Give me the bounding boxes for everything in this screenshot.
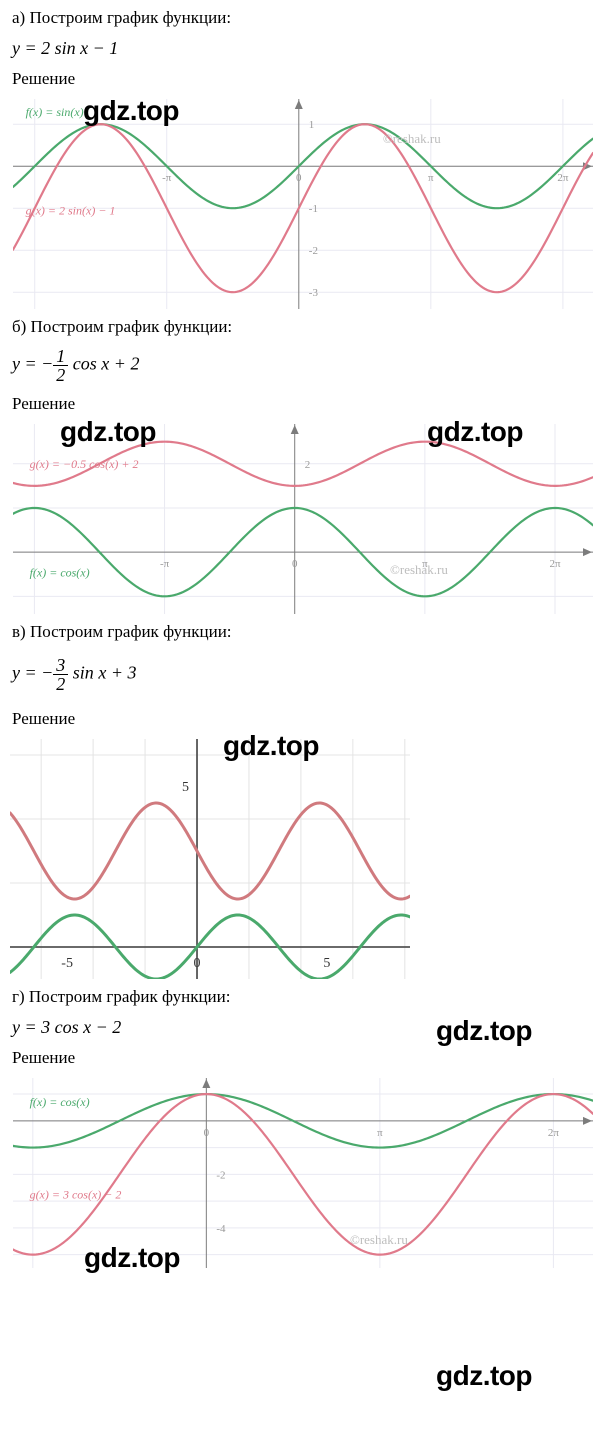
problem-c-formula: y = −32 sin x + 3 bbox=[12, 656, 593, 693]
problem-a-solution-label: Решение bbox=[12, 69, 593, 89]
svg-text:©reshak.ru: ©reshak.ru bbox=[349, 1232, 407, 1247]
svg-text:©reshak.ru: ©reshak.ru bbox=[390, 562, 448, 577]
svg-text:π: π bbox=[428, 172, 434, 184]
chart-a: -π 0 π 2π 1 -1 -2 -3 f(x) = sin(x) g(x) = 2 sin(x… bbox=[0, 99, 605, 309]
problem-b-prompt: б) Построим график функции: bbox=[12, 317, 593, 337]
chart-b: -π0π2π2g(x) = −0.5 cos(x) + 2f(x) = cos(… bbox=[0, 424, 605, 614]
problem-b-formula: y = −12 cos x + 2 bbox=[12, 347, 593, 384]
svg-text:0: 0 bbox=[203, 1127, 209, 1139]
problem-a: а) Построим график функции: y = 2 sin x … bbox=[0, 0, 605, 99]
problem-c-solution-label: Решение bbox=[12, 709, 593, 729]
problem-d-formula: y = 3 cos x − 2 bbox=[12, 1017, 593, 1038]
svg-text:-2: -2 bbox=[308, 245, 317, 257]
problem-c: в) Построим график функции: y = −32 sin … bbox=[0, 614, 605, 739]
problem-d-solution-label: Решение bbox=[12, 1048, 593, 1068]
svg-text:-4: -4 bbox=[216, 1223, 226, 1235]
problem-c-prompt: в) Построим график функции: bbox=[12, 622, 593, 642]
svg-text:f(x) = cos(x): f(x) = cos(x) bbox=[29, 565, 89, 579]
chart-c: -5 0 5 5 bbox=[0, 739, 605, 979]
svg-text:0: 0 bbox=[291, 558, 297, 570]
svg-text:2π: 2π bbox=[557, 172, 569, 184]
svg-text:5: 5 bbox=[182, 780, 189, 795]
problem-b-solution-label: Решение bbox=[12, 394, 593, 414]
chart-b-svg: -π0π2π2g(x) = −0.5 cos(x) + 2f(x) = cos(… bbox=[13, 424, 593, 614]
problem-a-formula: y = 2 sin x − 1 bbox=[12, 38, 593, 59]
svg-text:-π: -π bbox=[159, 558, 169, 570]
svg-text:-5: -5 bbox=[61, 956, 73, 971]
svg-text:5: 5 bbox=[323, 956, 330, 971]
svg-text:-3: -3 bbox=[308, 287, 318, 299]
problem-d: г) Построим график функции: y = 3 cos x … bbox=[0, 979, 605, 1078]
svg-text:2π: 2π bbox=[547, 1127, 559, 1139]
svg-text:g(x) = 3 cos(x) − 2: g(x) = 3 cos(x) − 2 bbox=[29, 1187, 121, 1201]
chart-d-svg: 0 π 2π -2 -4 f(x) = cos(x) g(x) = 3 cos(x) − 2… bbox=[13, 1078, 593, 1268]
chart-c-svg: -5 0 5 5 bbox=[10, 739, 410, 979]
svg-text:g(x) = 2 sin(x) − 1: g(x) = 2 sin(x) − 1 bbox=[25, 204, 115, 218]
problem-b: б) Построим график функции: y = −12 cos … bbox=[0, 309, 605, 424]
svg-text:g(x) = −0.5 cos(x) + 2: g(x) = −0.5 cos(x) + 2 bbox=[29, 457, 138, 471]
chart-a-svg: -π 0 π 2π 1 -1 -2 -3 f(x) = sin(x) g(x) = 2 sin(x… bbox=[13, 99, 593, 309]
chart-d: 0 π 2π -2 -4 f(x) = cos(x) g(x) = 3 cos(x) − 2… bbox=[0, 1078, 605, 1268]
svg-text:f(x) = sin(x): f(x) = sin(x) bbox=[25, 105, 83, 119]
svg-text:©reshak.ru: ©reshak.ru bbox=[382, 131, 440, 146]
problem-d-prompt: г) Построим график функции: bbox=[12, 987, 593, 1007]
svg-text:0: 0 bbox=[194, 956, 201, 971]
svg-text:f(x) = cos(x): f(x) = cos(x) bbox=[29, 1095, 89, 1109]
svg-text:1: 1 bbox=[308, 119, 314, 131]
svg-text:2π: 2π bbox=[549, 558, 561, 570]
svg-text:-π: -π bbox=[162, 172, 172, 184]
watermark-7: gdz.top bbox=[436, 1360, 532, 1392]
svg-text:0: 0 bbox=[296, 172, 302, 184]
problem-a-prompt: а) Построим график функции: bbox=[12, 8, 593, 28]
svg-text:-1: -1 bbox=[308, 203, 317, 215]
svg-text:-2: -2 bbox=[216, 1169, 225, 1181]
svg-text:2: 2 bbox=[304, 459, 310, 471]
svg-text:π: π bbox=[377, 1127, 383, 1139]
